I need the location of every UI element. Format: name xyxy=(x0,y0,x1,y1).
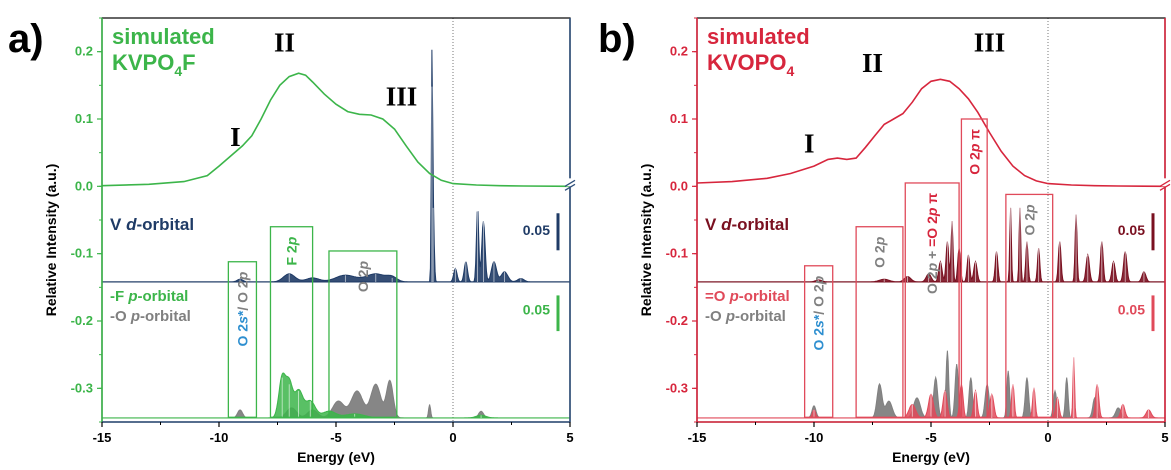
region-box xyxy=(803,265,834,418)
x-tick-label: -15 xyxy=(93,430,112,445)
region-box xyxy=(1005,193,1054,418)
region-label: O 2p xyxy=(355,261,371,293)
x-tick-label: 5 xyxy=(1161,430,1168,445)
x-tick-label: 0 xyxy=(449,430,456,445)
y-tick-label: -0.1 xyxy=(666,246,688,261)
region-label: O 2p xyxy=(1021,204,1037,236)
primary-p-orbital-legend: =O p-orbital xyxy=(705,288,790,305)
x-tick-label: -10 xyxy=(210,430,229,445)
panel-title: simulated xyxy=(707,24,810,49)
x-axis-title: Energy (eV) xyxy=(892,449,970,465)
peak-label-III: III xyxy=(386,82,418,112)
peak-label-I: I xyxy=(804,129,815,159)
y-tick-label: 0.1 xyxy=(670,111,688,126)
simulated-spectrum-line xyxy=(101,72,571,188)
x-tick-label: -10 xyxy=(805,430,824,445)
x-tick-label: -5 xyxy=(925,430,937,445)
region-label: F 2p xyxy=(284,236,300,265)
region-box xyxy=(269,226,314,418)
region-box xyxy=(328,250,398,418)
x-axis-title: Energy (eV) xyxy=(297,449,375,465)
v-d-orbital-fill xyxy=(696,207,1166,283)
x-tick-label: 5 xyxy=(566,430,573,445)
panel-letter: a) xyxy=(8,17,44,61)
p-scale-label: 0.05 xyxy=(523,301,550,317)
region-label: O 2s*/ O 2p xyxy=(811,275,827,350)
simulated-spectrum-line xyxy=(696,78,1166,188)
peak-label-III: III xyxy=(974,28,1006,58)
y-tick-label: 0.2 xyxy=(670,44,688,59)
axis-break-mark xyxy=(1159,183,1171,191)
region-label: O 2p + =O 2p π xyxy=(924,193,940,294)
region-label: O 2s*/ O 2p xyxy=(234,271,250,346)
chart-panel-a: a) O 2s*/ O 2p F 2p O 2p 0.2 0.1 0.0 -0.1 -0.2 -0… xyxy=(8,17,576,465)
axis-break-mark xyxy=(564,183,576,191)
chart-panel-b: b) O 2s*/ O 2p O 2p O 2p + =O 2p π O 2p π O 2… xyxy=(598,17,1171,465)
axis-break-gap xyxy=(566,178,574,187)
panel-title: simulated xyxy=(112,24,215,49)
y-tick-label: 0.2 xyxy=(75,44,93,59)
v-d-orbital-fill xyxy=(101,49,571,283)
v-d-orbital-label: V d-orbital xyxy=(110,215,194,234)
y-tick-label: -0.2 xyxy=(666,313,688,328)
region-box xyxy=(855,226,904,418)
axis-break-mark xyxy=(1159,179,1171,187)
panel-letter: b) xyxy=(598,17,636,61)
v-scale-label: 0.05 xyxy=(1118,222,1145,238)
peak-label-I: I xyxy=(230,122,241,152)
region-label: O 2p xyxy=(872,236,888,268)
v-scale-label: 0.05 xyxy=(523,222,550,238)
region-box xyxy=(227,261,258,418)
axis-break-gap xyxy=(1161,178,1169,187)
y-tick-label: 0.0 xyxy=(670,178,688,193)
y-tick-label: -0.2 xyxy=(71,313,93,328)
v-d-orbital-label: V d-orbital xyxy=(705,215,789,234)
primary-p-orbital-legend: -F p-orbital xyxy=(110,288,188,305)
panel-formula: KVPO4F xyxy=(112,50,196,79)
y-tick-label: 0.1 xyxy=(75,111,93,126)
x-tick-label: -15 xyxy=(688,430,707,445)
o-p-orbital-legend: -O p-orbital xyxy=(705,308,786,325)
y-tick-label: -0.3 xyxy=(666,380,688,395)
peak-label-II: II xyxy=(274,28,295,58)
p-scale-label: 0.05 xyxy=(1118,301,1145,317)
y-tick-label: -0.1 xyxy=(71,246,93,261)
x-tick-label: -5 xyxy=(330,430,342,445)
y-tick-label: -0.3 xyxy=(71,380,93,395)
y-axis-title: Relative Intensity (a.u.) xyxy=(638,164,654,316)
panel-formula: KVOPO4 xyxy=(707,50,794,79)
y-axis-title: Relative Intensity (a.u.) xyxy=(43,164,59,316)
primary-p-orbital-fill xyxy=(101,372,571,419)
y-tick-label: 0.0 xyxy=(75,178,93,193)
region-box xyxy=(904,182,960,418)
o-p-orbital-legend: -O p-orbital xyxy=(110,308,191,325)
axis-break-mark xyxy=(564,179,576,187)
o-p-orbital-fill xyxy=(101,379,571,419)
region-label: O 2p π xyxy=(966,129,982,175)
region-box xyxy=(960,118,988,418)
x-tick-label: 0 xyxy=(1044,430,1051,445)
peak-label-II: II xyxy=(862,48,883,78)
